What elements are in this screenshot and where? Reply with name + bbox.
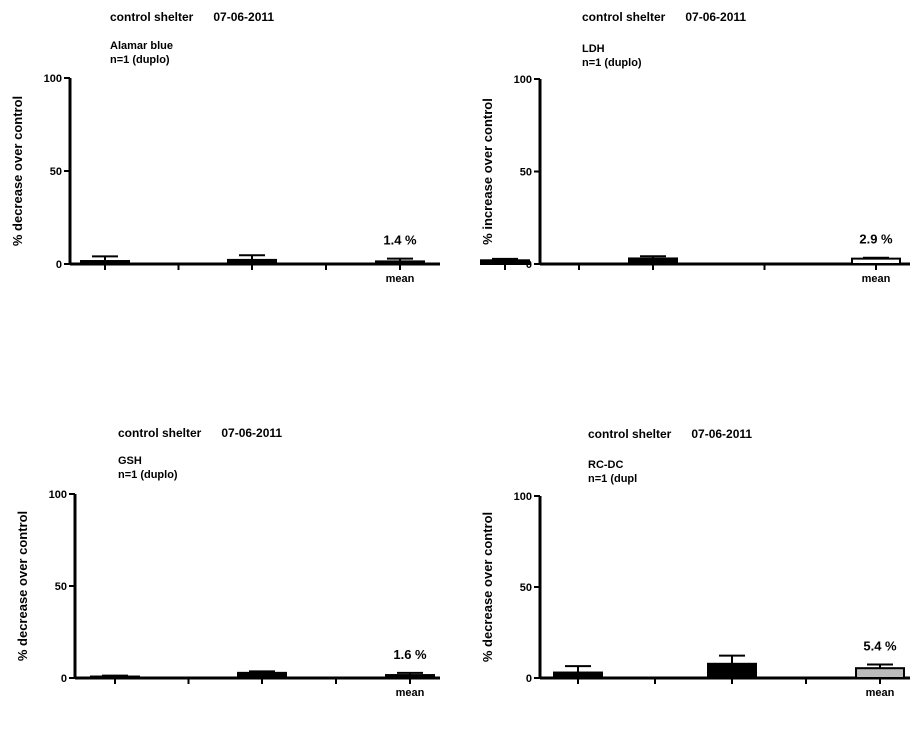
y-tick-label: 100	[514, 74, 532, 86]
sample-size: n=1 (duplo)	[118, 469, 178, 481]
x-tick-label: mean	[862, 273, 891, 285]
chart-panel-2: control shelter 07-06-2011 LDH n=1 (duplo…	[470, 0, 910, 330]
assay-name: GSH	[118, 455, 142, 467]
y-tick-label: 0	[526, 259, 532, 271]
header-label: control shelter	[118, 426, 202, 440]
chart-panel-3: control shelter 07-06-2011 GSH n=1 (duplo…	[0, 418, 440, 748]
y-tick-label: 50	[520, 582, 532, 594]
mean-annotation: 1.4 %	[383, 233, 417, 248]
mean-annotation: 5.4 %	[863, 639, 897, 654]
header-label: control shelter	[110, 10, 194, 24]
y-axis-label: % increase over control	[480, 98, 495, 245]
bar-chart: 0 50 100 % decrease over control mean 1.4 %	[10, 73, 440, 285]
y-tick-label: 100	[49, 489, 67, 501]
panel-header: control shelter 07-06-2011	[110, 10, 274, 24]
bar	[628, 257, 678, 266]
header-date: 07-06-2011	[213, 10, 275, 24]
bar	[237, 671, 287, 680]
x-tick-label: mean	[866, 687, 895, 699]
sample-size: n=1 (duplo)	[582, 57, 642, 69]
y-axis-label: % decrease over control	[10, 96, 25, 246]
mean-annotation: 2.9 %	[859, 232, 893, 247]
bar	[375, 260, 425, 265]
header-date: 07-06-2011	[691, 427, 753, 441]
y-tick-label: 100	[514, 491, 532, 503]
header-date: 07-06-2011	[685, 10, 747, 24]
y-tick-label: 0	[61, 673, 67, 685]
assay-name: LDH	[582, 43, 605, 55]
y-tick-label: 0	[56, 259, 62, 271]
bar-chart: 0 50 100 % increase over control mean 2.9 %	[480, 74, 910, 285]
panel-header: control shelter 07-06-2011	[582, 10, 746, 24]
bar	[480, 259, 530, 265]
sample-size: n=1 (dupl	[588, 473, 638, 485]
chart-panel-4: control shelter 07-06-2011 RC-DC n=1 (dup…	[470, 418, 910, 748]
bar-chart: 0 50 100 % decrease over control mean 1.6 %	[15, 489, 440, 699]
panel-header: control shelter 07-06-2011	[118, 426, 282, 440]
x-tick-label: mean	[396, 687, 425, 699]
y-axis-label: % decrease over control	[15, 511, 30, 661]
chart-panel-1: control shelter 07-06-2011 Alamar blue n=…	[0, 0, 440, 330]
y-axis-label: % decrease over control	[480, 512, 495, 662]
bar	[851, 257, 901, 266]
bar	[90, 675, 140, 680]
y-tick-label: 50	[55, 581, 67, 593]
x-tick-label: mean	[386, 273, 415, 285]
mean-annotation: 1.6 %	[393, 647, 427, 662]
bar	[80, 260, 130, 265]
sample-size: n=1 (duplo)	[110, 54, 170, 66]
header-label: control shelter	[588, 427, 672, 441]
header-date: 07-06-2011	[221, 426, 283, 440]
assay-name: Alamar blue	[110, 40, 173, 52]
bar	[553, 671, 603, 679]
bar-chart: 0 50 100 % decrease over control mean 5.4 %	[480, 491, 910, 699]
header-label: control shelter	[582, 10, 666, 24]
y-tick-label: 100	[44, 73, 62, 85]
bar	[707, 662, 757, 680]
y-tick-label: 50	[50, 166, 62, 178]
y-tick-label: 50	[520, 167, 532, 179]
bar	[227, 258, 277, 265]
assay-name: RC-DC	[588, 459, 624, 471]
bar	[385, 674, 435, 679]
y-tick-label: 0	[526, 673, 532, 685]
panel-header: control shelter 07-06-2011	[588, 427, 752, 441]
bar	[855, 667, 905, 679]
